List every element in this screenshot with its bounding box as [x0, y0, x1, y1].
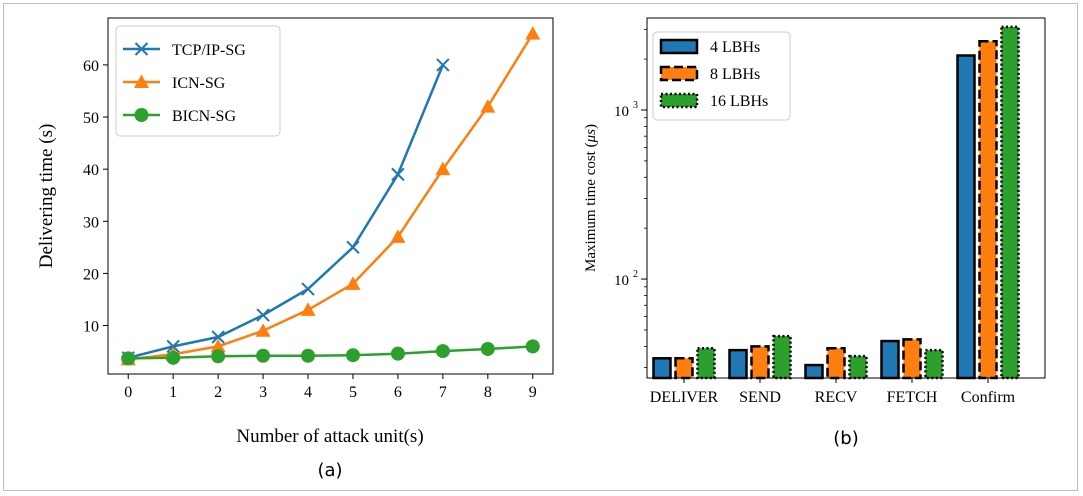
x-tick-label: 8	[484, 384, 492, 401]
data-point-bicn-sg	[390, 346, 405, 361]
bar-16-lbhs	[848, 354, 868, 380]
chart-a-plot-area	[120, 26, 541, 366]
x-tick-label: 1	[169, 384, 177, 401]
y-tick-label: 50	[83, 110, 99, 127]
x-tick-label: 4	[304, 384, 312, 401]
data-point-bicn-sg	[166, 350, 181, 365]
bar-8-lbhs	[902, 338, 922, 380]
data-point-bicn-sg	[211, 349, 226, 364]
data-point-bicn-sg	[345, 348, 360, 363]
data-point-tcp-ip-sg	[166, 339, 180, 354]
bar-16-lbhs	[772, 334, 792, 380]
bar-4-lbhs	[728, 348, 748, 380]
series-line-icn-sg	[128, 32, 534, 361]
x-tick-label: Confirm	[961, 389, 1016, 406]
chart-a-caption: (a)	[317, 460, 342, 481]
x-tick-label: FETCH	[887, 389, 938, 406]
legend-marker-tcp-ip-sg	[134, 42, 149, 56]
bar-4-lbhs	[956, 54, 976, 380]
data-point-bicn-sg	[525, 339, 540, 354]
chart-b-caption: (b)	[833, 428, 858, 449]
data-point-icn-sg	[390, 229, 406, 243]
x-tick-label: DELIVER	[650, 389, 719, 406]
chart-a-y-ticks: 10 20 30 40 50 60	[83, 58, 108, 336]
data-point-bicn-sg	[256, 348, 271, 363]
chart-a-axes-frame	[107, 17, 554, 375]
series-line-tcp-ip-sg	[127, 64, 445, 360]
data-point-bicn-sg	[301, 348, 316, 363]
chart-b-legend: 4 LBHs 8 LBHs 16 LBHs	[652, 31, 791, 121]
legend-label-8-lbhs: 8 LBHs	[710, 66, 760, 83]
chart-a-x-axis-label: Number of attack unit(s)	[236, 426, 423, 447]
data-point-icn-sg	[480, 99, 496, 113]
data-point-bicn-sg	[435, 344, 450, 359]
chart-a-legend-box	[115, 25, 281, 137]
data-point-tcp-ip-sg	[256, 308, 270, 322]
legend-swatch-8-lbhs	[659, 65, 699, 82]
chart-b-y-ticks: 10 2 10 3	[614, 28, 647, 368]
chart-b-axes-frame	[646, 17, 1046, 379]
bar-16-lbhs	[924, 348, 944, 380]
bar-16-lbhs	[1000, 25, 1020, 380]
x-tick-label: 5	[349, 384, 357, 401]
data-point-icn-sg	[300, 302, 316, 316]
x-tick-label: 7	[439, 384, 447, 401]
legend-label-4-lbhs: 4 LBHs	[710, 39, 760, 56]
data-point-tcp-ip-sg	[391, 167, 405, 182]
bar-16-lbhs	[696, 346, 716, 380]
legend-label-bicn-sg: BICN-SG	[172, 108, 236, 125]
bar-8-lbhs	[826, 346, 846, 380]
bar-4-lbhs	[652, 357, 672, 380]
data-point-tcp-ip-sg	[346, 240, 360, 255]
chart-a: 0 1 2 3 4 5 6 7 8 9 10 20 30 40 50 60 Number of attack…	[36, 17, 554, 481]
legend-swatch-16-lbhs	[659, 92, 699, 109]
chart-b: DELIVER SEND RECV FETCH Confirm 10 2 10 3 Maxim…	[583, 17, 1046, 449]
data-point-icn-sg	[255, 323, 271, 337]
chart-a-legend: TCP/IP-SG ICN-SG BICN-SG	[115, 25, 281, 137]
y-tick-label: 40	[83, 162, 99, 179]
data-point-tcp-ip-sg	[436, 58, 450, 72]
x-tick-label: SEND	[739, 389, 781, 406]
data-point-icn-sg	[435, 161, 451, 176]
x-tick-label: RECV	[815, 389, 858, 406]
legend-label-icn-sg: ICN-SG	[172, 75, 226, 92]
legend-marker-icn-sg	[134, 74, 149, 88]
legend-swatch-4-lbhs	[659, 38, 699, 55]
data-point-icn-sg	[525, 26, 541, 40]
data-point-icn-sg	[345, 276, 361, 290]
data-point-bicn-sg	[121, 351, 136, 366]
x-tick-label: 9	[529, 384, 537, 401]
y-tick-label: 20	[83, 266, 99, 283]
x-tick-label: 2	[214, 384, 222, 401]
y-tick-label: 60	[83, 58, 99, 75]
legend-label-tcp-ip-sg: TCP/IP-SG	[172, 42, 246, 59]
legend-marker-bicn-sg	[134, 108, 149, 122]
data-point-tcp-ip-sg	[301, 282, 315, 296]
x-tick-label: 0	[124, 384, 132, 401]
x-tick-label: 3	[259, 384, 267, 401]
legend-label-16-lbhs: 16 LBHs	[710, 93, 768, 110]
bar-8-lbhs	[750, 345, 770, 380]
y-tick-label: 10	[614, 104, 629, 120]
data-point-bicn-sg	[480, 341, 495, 356]
chart-b-x-ticks: DELIVER SEND RECV FETCH Confirm	[650, 378, 1016, 406]
y-tick-label: 30	[83, 214, 99, 231]
data-point-tcp-ip-sg	[211, 330, 225, 344]
bar-4-lbhs	[880, 339, 900, 380]
y-tick-label: 10	[614, 273, 629, 289]
chart-a-y-axis-label: Delivering time (s)	[36, 124, 57, 269]
series-line-bicn-sg	[128, 345, 533, 360]
y-tick-exponent: 2	[633, 269, 638, 280]
bar-4-lbhs	[804, 363, 824, 380]
x-tick-label: 6	[394, 384, 402, 401]
y-tick-label: 10	[83, 319, 99, 336]
chart-b-y-axis-label: Maximum time cost (μs)	[583, 124, 599, 272]
y-tick-exponent: 3	[633, 100, 638, 111]
bar-8-lbhs	[674, 357, 694, 380]
data-point-icn-sg	[210, 338, 226, 353]
chart-a-x-ticks: 0 1 2 3 4 5 6 7 8 9	[124, 374, 537, 401]
bar-8-lbhs	[978, 40, 998, 380]
